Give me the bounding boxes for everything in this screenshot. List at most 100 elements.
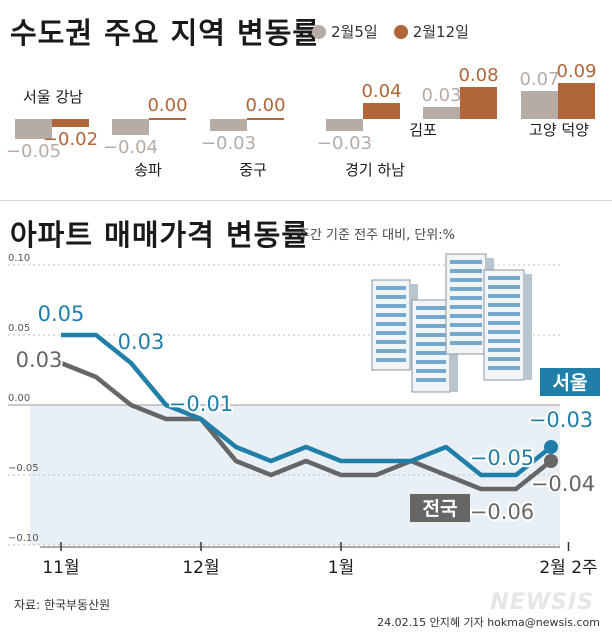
building-window-row xyxy=(450,332,482,336)
y-tick-label-4: −0.10 xyxy=(8,533,39,544)
y-tick-label-1: 0.05 xyxy=(8,323,30,334)
series-label-national-box xyxy=(410,494,470,522)
building-window-row xyxy=(376,340,406,344)
building-window-row xyxy=(416,324,446,328)
building-window-row xyxy=(376,304,406,308)
bar-feb5-5 xyxy=(521,91,558,119)
building-window-row xyxy=(488,330,520,334)
bar-feb12-4 xyxy=(460,87,497,119)
bar-value-label-feb5-0: −0.05 xyxy=(6,141,61,162)
bar-category-label-4: 김포 xyxy=(409,121,437,139)
legend-item-feb5: 2월5일 xyxy=(312,21,378,42)
x-tick-label-3: 2월 2주 xyxy=(539,558,597,578)
legend-label-feb12: 2월12일 xyxy=(412,23,469,41)
building-window-row xyxy=(488,321,520,325)
building-window-row xyxy=(416,315,446,319)
data-label-1: 0.03 xyxy=(118,330,165,354)
bar-feb12-3 xyxy=(363,103,400,119)
bar-category-label-0: 서울 강남 xyxy=(23,88,83,106)
bar-group-2: −0.03 0.00 중구 xyxy=(201,95,286,179)
building-window-row xyxy=(416,369,446,373)
building-window-row xyxy=(376,295,406,299)
building-window-row xyxy=(450,287,482,291)
bar-category-label-1: 송파 xyxy=(134,161,162,179)
legend: 2월5일 2월12일 xyxy=(312,21,479,42)
building-window-row xyxy=(488,285,520,289)
bar-value-label-feb12-2: 0.00 xyxy=(245,95,285,116)
bar-category-label-3: 경기 하남 xyxy=(345,161,405,179)
building-side-3 xyxy=(524,274,532,380)
bar-category-label-5: 고양 덕양 xyxy=(529,121,589,139)
line-chart: 0.10 0.05 0.00 −0.05 −0.10 11월 12월 1월 2월 2주 0.05 0… xyxy=(8,253,600,578)
bar-value-label-feb5-2: −0.03 xyxy=(201,133,256,154)
section-divider xyxy=(0,200,612,201)
building-window-row xyxy=(450,278,482,282)
building-window-row xyxy=(376,358,406,362)
bar-feb5-3 xyxy=(326,119,363,131)
series-seoul xyxy=(61,332,558,478)
series-label-seoul-box xyxy=(540,368,600,396)
building-window-row xyxy=(376,322,406,326)
source-note: 자료: 한국부동산원 xyxy=(14,598,111,612)
bar-feb12-2 xyxy=(247,118,284,120)
legend-swatch-feb5 xyxy=(312,24,326,39)
line-chart-subtitle: 주간 기준 전주 대비, 단위:% xyxy=(298,228,455,243)
series-label-seoul: 서울 xyxy=(540,368,600,396)
building-window-row xyxy=(488,357,520,361)
bar-chart-title: 수도권 주요 지역 변동률 xyxy=(10,16,321,50)
bar-group-0: −0.05−0.02 서울 강남 xyxy=(6,88,98,162)
end-point-national xyxy=(544,454,558,468)
building-window-row xyxy=(488,276,520,280)
series-label-seoul-text: 서울 xyxy=(553,372,588,394)
building-window-row xyxy=(376,331,406,335)
legend-swatch-feb12 xyxy=(393,24,408,39)
series-label-national-text: 전국 xyxy=(423,498,458,520)
legend-item-feb12: 2월12일 xyxy=(393,21,469,42)
building-window-row xyxy=(416,378,446,382)
data-label-5: 0.03 xyxy=(16,348,63,372)
x-tick-label-0: 11월 xyxy=(42,558,79,578)
building-window-row xyxy=(450,314,482,318)
y-tick-label-3: −0.05 xyxy=(8,463,39,474)
y-tick-label-2: 0.00 xyxy=(8,393,30,404)
bar-feb12-0 xyxy=(52,119,89,127)
building-window-row xyxy=(376,349,406,353)
line-seoul xyxy=(61,332,553,478)
building-window-row xyxy=(450,269,482,273)
bar-feb5-0 xyxy=(15,119,52,139)
bar-category-label-2: 중구 xyxy=(239,161,267,179)
bar-group-3: −0.03 0.04 경기 하남 xyxy=(317,81,405,179)
series-label-national: 전국 xyxy=(410,494,470,522)
bar-value-label-feb5-3: −0.03 xyxy=(317,133,372,154)
bar-value-label-feb12-1: 0.00 xyxy=(147,95,187,116)
end-point-seoul xyxy=(544,440,558,454)
bar-value-label-feb5-1: −0.04 xyxy=(103,137,158,158)
building-window-row xyxy=(416,351,446,355)
data-label-3: −0.05 xyxy=(470,446,534,470)
x-tick-label-2: 1월 xyxy=(328,558,354,578)
building-window-row xyxy=(416,306,446,310)
building-window-row xyxy=(488,339,520,343)
data-label-4: −0.03 xyxy=(529,408,593,432)
legend-label-feb5: 2월5일 xyxy=(331,23,378,41)
bar-group-5: 0.070.09 고양 덕양 xyxy=(519,61,596,139)
y-tick-label-0: 0.10 xyxy=(8,253,30,264)
building-window-row xyxy=(376,313,406,317)
line-chart-title: 아파트 매매가격 변동률 xyxy=(10,218,309,252)
x-tick-label-1: 12월 xyxy=(182,558,219,578)
data-label-6: −0.06 xyxy=(470,500,534,524)
building-window-row xyxy=(416,360,446,364)
building-window-row xyxy=(488,312,520,316)
bar-feb12-5 xyxy=(558,83,595,119)
bar-value-label-feb12-5: 0.09 xyxy=(556,61,596,82)
bar-group-4: 0.030.08 김포 xyxy=(409,65,498,139)
series-national xyxy=(60,360,558,492)
building-window-row xyxy=(376,286,406,290)
bar-value-label-feb5-5: 0.07 xyxy=(519,69,559,90)
building-window-row xyxy=(488,303,520,307)
building-window-row xyxy=(488,366,520,370)
building-window-row xyxy=(450,341,482,345)
bar-value-label-feb12-0: −0.02 xyxy=(43,129,98,150)
building-window-row xyxy=(450,305,482,309)
